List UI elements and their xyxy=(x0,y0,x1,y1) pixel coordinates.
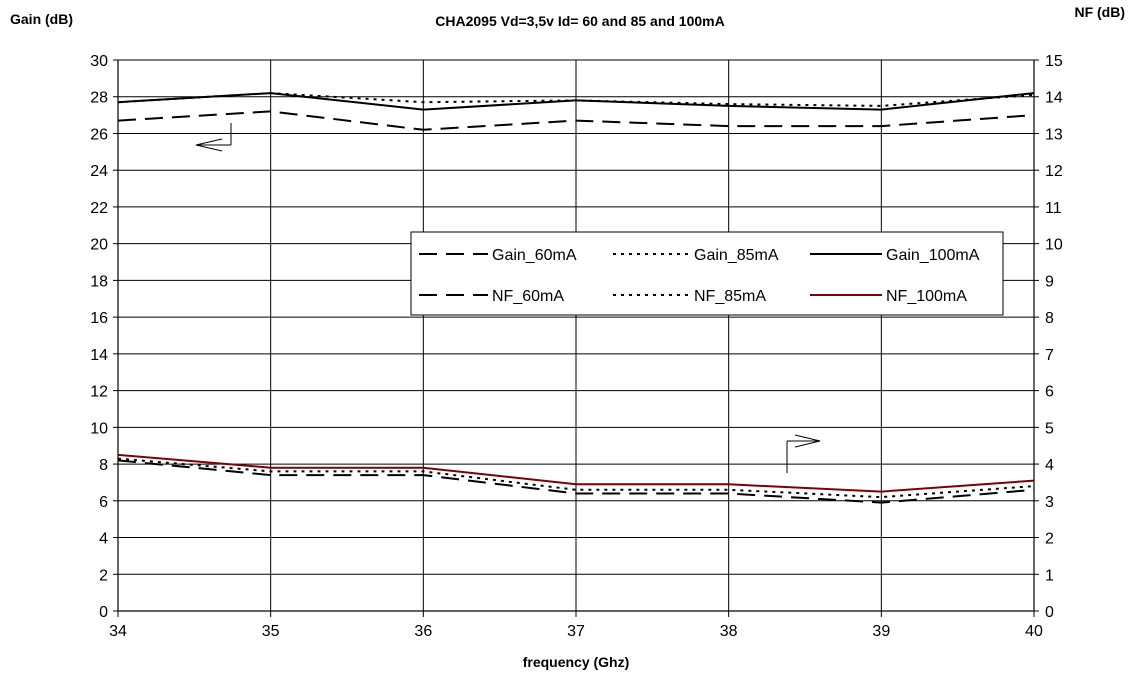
left-tick-label: 30 xyxy=(90,53,108,70)
right-tick-label: 6 xyxy=(1045,384,1054,401)
x-ticks: 34 35 36 37 38 39 40 xyxy=(109,60,1043,640)
series-line-nf-100ma xyxy=(117,453,1035,493)
left-tick-label: 14 xyxy=(90,347,108,364)
right-tick-label: 12 xyxy=(1045,163,1063,180)
series-line-gain-60ma xyxy=(117,110,1035,131)
right-tick-label: 10 xyxy=(1045,237,1063,254)
nf-arrow-head xyxy=(794,434,821,448)
series-line-gain-100ma xyxy=(117,92,1035,111)
left-tick-label: 28 xyxy=(90,90,108,107)
x-tick-label: 39 xyxy=(872,623,890,640)
left-tick-label: 12 xyxy=(90,384,108,401)
series-line-nf-85ma xyxy=(117,457,1035,499)
left-tick-label: 0 xyxy=(99,604,108,621)
gain-axis-arrow-indicator xyxy=(195,123,232,152)
legend-label: NF_100mA xyxy=(886,288,967,305)
left-tick-label: 26 xyxy=(90,126,108,143)
left-tick-label: 24 xyxy=(90,163,108,180)
left-tick-label: 20 xyxy=(90,237,108,254)
x-axis-title: frequency (Ghz) xyxy=(523,654,630,670)
gain-arrow-head xyxy=(195,138,223,152)
right-tick-label: 0 xyxy=(1045,604,1054,621)
x-tick-label: 34 xyxy=(109,623,127,640)
right-tick-label: 13 xyxy=(1045,126,1063,143)
right-tick-label: 2 xyxy=(1045,531,1054,548)
legend-label: Gain_60mA xyxy=(492,247,577,264)
left-tick-label: 4 xyxy=(99,531,108,548)
nf-axis-arrow-indicator xyxy=(786,434,821,473)
left-axis-title: Gain (dB) xyxy=(10,11,73,27)
left-tick-label: 8 xyxy=(99,457,108,474)
right-tick-label: 7 xyxy=(1045,347,1054,364)
right-tick-label: 5 xyxy=(1045,420,1054,437)
left-tick-label: 18 xyxy=(90,273,108,290)
left-tick-label: 6 xyxy=(99,494,108,511)
left-tick-label: 2 xyxy=(99,567,108,584)
right-tick-label: 11 xyxy=(1045,200,1062,217)
left-tick-label: 22 xyxy=(90,200,108,217)
right-tick-label: 15 xyxy=(1045,53,1063,70)
left-tick-label: 10 xyxy=(90,420,108,437)
left-tick-label: 16 xyxy=(90,310,108,327)
legend-label: Gain_100mA xyxy=(886,247,980,264)
right-tick-label: 3 xyxy=(1045,494,1054,511)
legend-label: NF_60mA xyxy=(492,288,564,305)
x-tick-label: 37 xyxy=(567,623,585,640)
right-tick-label: 4 xyxy=(1045,457,1054,474)
right-tick-label: 14 xyxy=(1045,90,1063,107)
series-line-nf-60ma xyxy=(117,459,1035,504)
legend-box xyxy=(410,231,1004,316)
right-tick-label: 1 xyxy=(1045,567,1054,584)
legend-label: NF_85mA xyxy=(694,288,766,305)
right-tick-label: 9 xyxy=(1045,273,1054,290)
series-lines xyxy=(117,92,1035,504)
x-tick-label: 38 xyxy=(720,623,738,640)
right-tick-label: 8 xyxy=(1045,310,1054,327)
right-axis-title: NF (dB) xyxy=(1074,4,1125,20)
legend-label: Gain_85mA xyxy=(694,247,779,264)
x-tick-label: 40 xyxy=(1025,623,1043,640)
x-tick-label: 35 xyxy=(262,623,280,640)
chart-title: CHA2095 Vd=3,5v Id= 60 and 85 and 100mA xyxy=(435,13,724,29)
x-tick-label: 36 xyxy=(414,623,432,640)
legend: Gain_60mA Gain_85mA Gain_100mA NF_60mA NF_85… xyxy=(410,231,1004,316)
